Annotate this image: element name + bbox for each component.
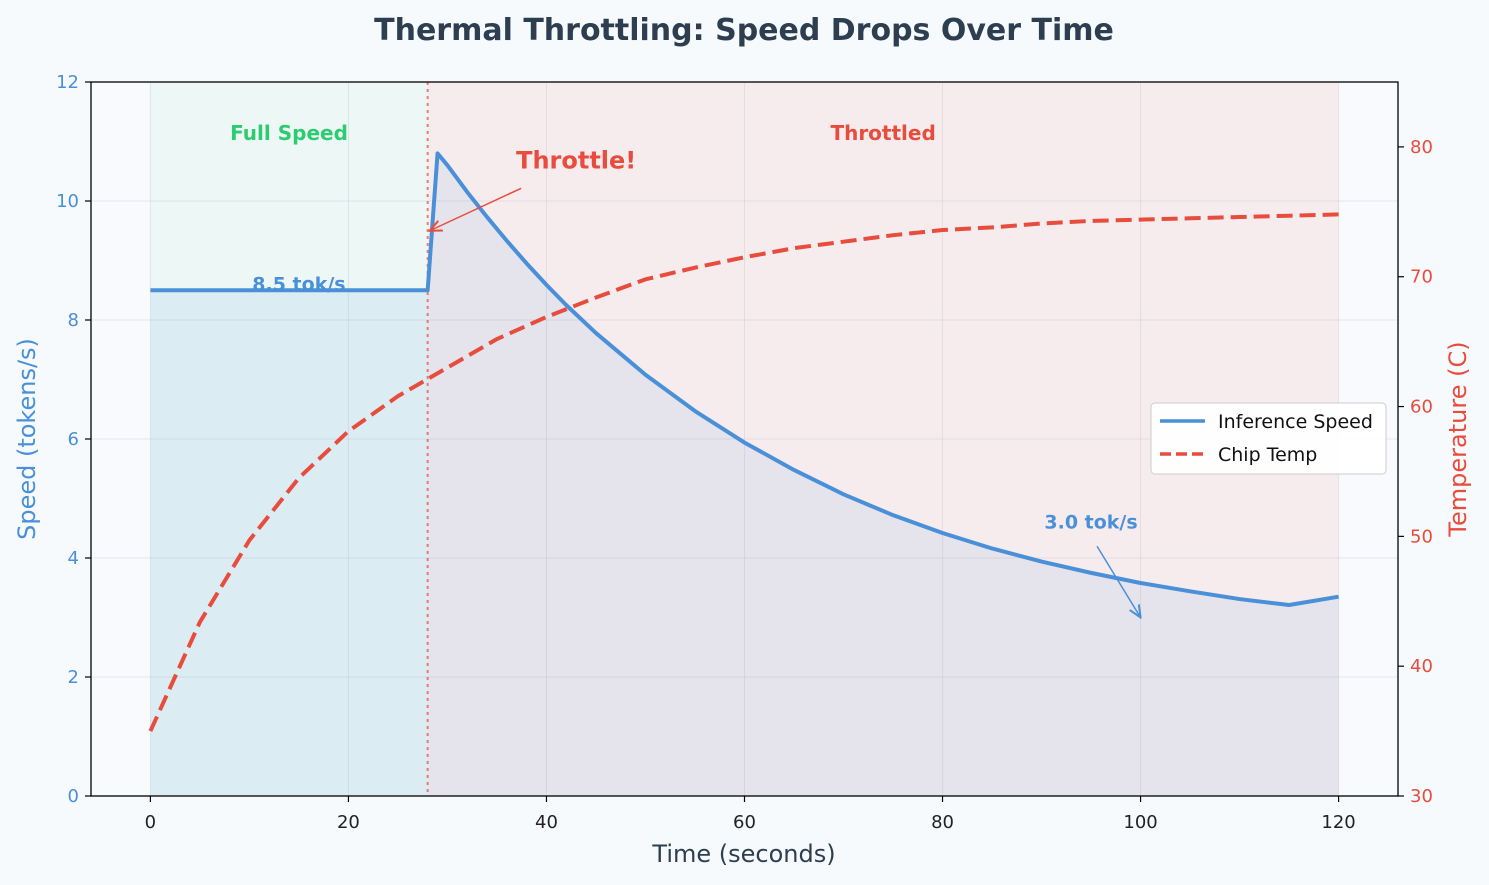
speed-fill <box>150 153 1339 796</box>
legend: Inference Speed Chip Temp <box>1150 402 1387 475</box>
y-tick-label-5: 10 <box>56 191 79 212</box>
x-tick-label-1: 20 <box>337 812 360 833</box>
y2-tick-label-1: 40 <box>1410 656 1433 677</box>
y-tick-label-3: 6 <box>68 429 79 450</box>
series-lines <box>148 82 1339 796</box>
region-label-0: Full Speed <box>230 121 348 145</box>
annotation-arrow-1 <box>430 187 522 230</box>
y-tick-label-2: 4 <box>68 548 79 569</box>
y-tick-label-0: 0 <box>68 786 79 807</box>
x-tick-label-6: 120 <box>1321 812 1355 833</box>
y2-tick-label-4: 70 <box>1410 267 1433 288</box>
y-axis-label: Speed (tokens/s) <box>13 338 41 540</box>
region-0 <box>150 82 428 796</box>
annotation-1: Throttle! <box>516 146 636 174</box>
x-tick-label-4: 80 <box>931 812 954 833</box>
y2-tick-label-3: 60 <box>1410 397 1433 418</box>
y2-axis-label: Temperature (C) <box>1444 341 1472 537</box>
legend-label-temp: Chip Temp <box>1218 444 1317 466</box>
y2-tick-label-2: 50 <box>1410 526 1433 547</box>
annotation-arrow-2 <box>1096 545 1141 617</box>
x-tick-label-3: 60 <box>733 812 756 833</box>
series-line-1 <box>148 212 1339 732</box>
x-axis-label: Time (seconds) <box>651 840 835 868</box>
series-line-0 <box>150 151 1339 608</box>
x-tick-label-2: 40 <box>535 812 558 833</box>
annotations: 8.5 tok/s Throttle! 3.0 tok/s <box>252 146 1140 617</box>
legend-frame <box>1150 402 1387 475</box>
chart-title: Thermal Throttling: Speed Drops Over Tim… <box>374 13 1114 48</box>
y-tick-label-6: 12 <box>56 72 79 93</box>
x-tick-label-0: 0 <box>145 812 156 833</box>
axis-ticks: 0 20 40 60 80 100 120 0 2 4 6 8 10 12 30 40 50 60 70 80 <box>56 72 1433 833</box>
y2-tick-label-5: 80 <box>1410 137 1433 158</box>
annotation-0: 8.5 tok/s <box>252 273 345 295</box>
y-tick-label-4: 8 <box>68 310 79 331</box>
x-tick-label-5: 100 <box>1123 812 1157 833</box>
speed-area <box>150 153 1339 796</box>
y-tick-label-1: 2 <box>68 667 79 688</box>
region-label-1: Throttled <box>830 121 935 145</box>
y2-tick-label-0: 30 <box>1410 786 1433 807</box>
legend-label-speed: Inference Speed <box>1218 411 1373 433</box>
annotation-2: 3.0 tok/s <box>1044 511 1137 533</box>
